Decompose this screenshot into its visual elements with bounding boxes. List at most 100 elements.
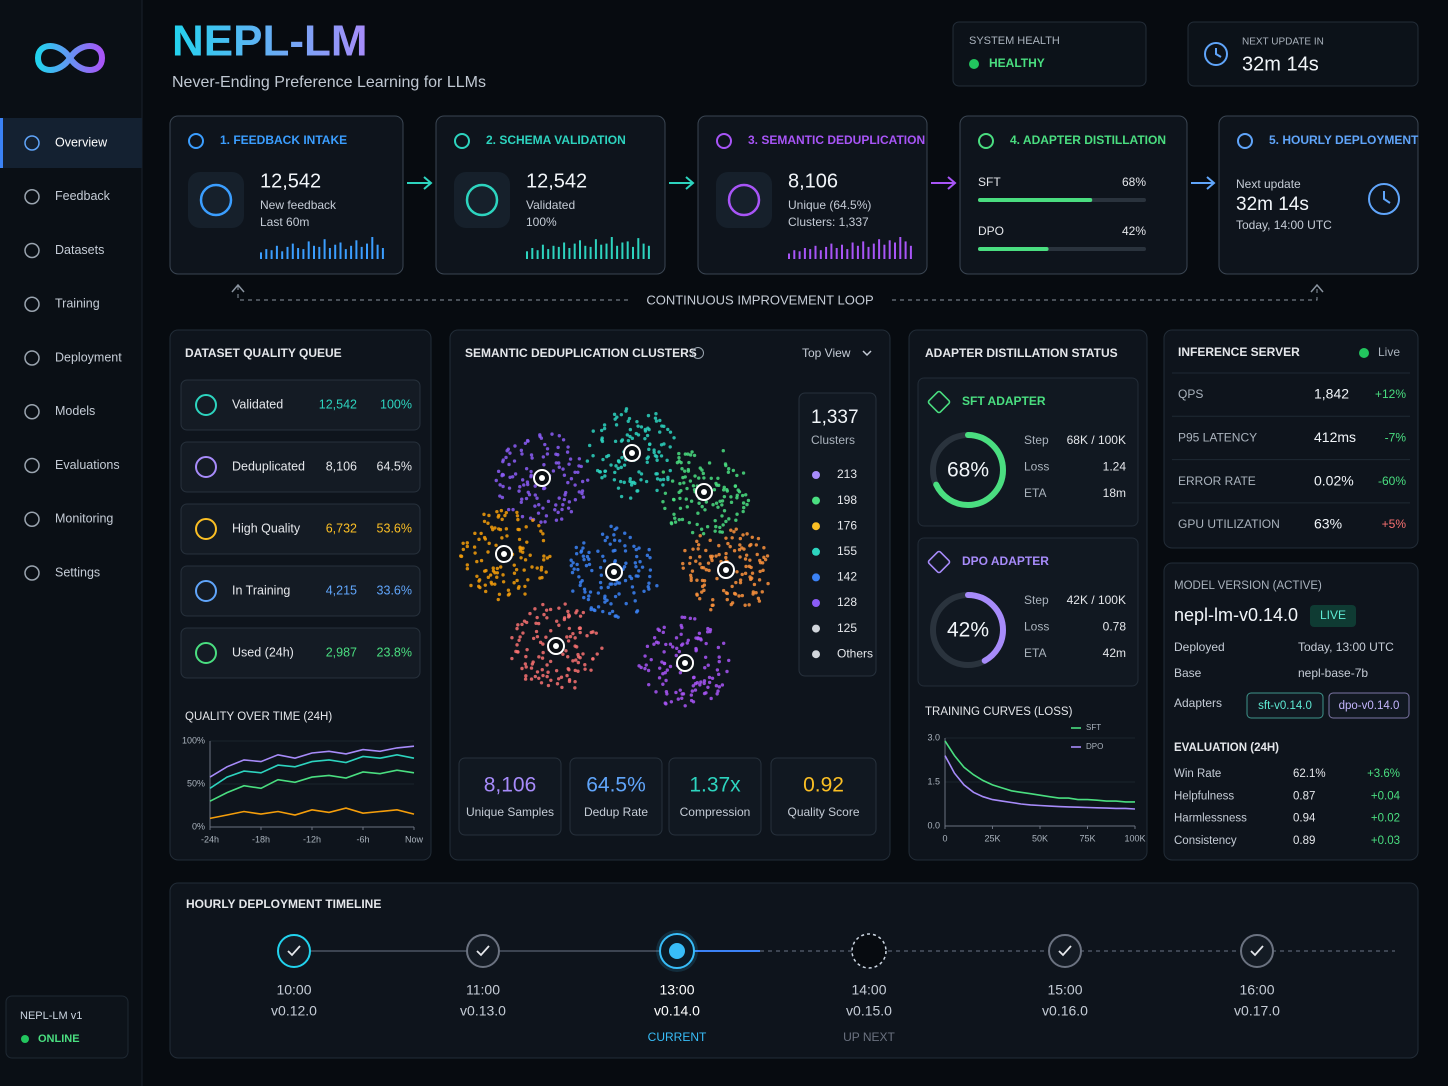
spark-bar — [788, 253, 790, 259]
cluster-dot — [535, 566, 539, 570]
cluster-dot — [539, 436, 544, 440]
label: DPO — [978, 224, 1004, 238]
cluster-dot — [542, 558, 546, 562]
cluster-dot — [665, 692, 669, 696]
cluster-dot — [557, 496, 561, 500]
cluster-dot — [602, 423, 607, 427]
cluster-dot — [766, 581, 770, 586]
step-title: 4. ADAPTER DISTILLATION — [1010, 133, 1166, 147]
spark-bar — [637, 238, 640, 259]
cluster-dot — [582, 541, 586, 545]
spark-bar — [328, 248, 331, 259]
cluster-dot — [566, 480, 570, 485]
label: Loss — [1024, 620, 1049, 634]
stat-card — [770, 757, 877, 836]
spark-bar — [872, 243, 875, 259]
step-value: 12,542 — [260, 170, 321, 192]
cluster-dot — [564, 649, 568, 653]
cluster-dot — [678, 670, 683, 675]
cluster-dot — [523, 558, 528, 562]
nav-active[interactable] — [0, 118, 142, 168]
cluster-center-dot — [539, 475, 545, 481]
cluster-dot — [708, 538, 712, 543]
cluster-center-dot — [701, 489, 707, 495]
cluster-dot — [518, 635, 522, 639]
cluster-dot — [661, 477, 666, 482]
label: HEALTHY — [989, 56, 1045, 70]
cluster-dot — [533, 607, 537, 611]
cluster-dot — [653, 416, 658, 420]
cluster-dot — [519, 500, 523, 504]
cluster-dot — [697, 501, 701, 505]
cluster-dot — [602, 559, 607, 563]
sidebar-footer — [5, 995, 129, 1059]
label: Unique (64.5%) — [788, 198, 871, 212]
spark-bar — [589, 246, 592, 259]
cluster-dot — [680, 467, 684, 471]
cluster-dot — [523, 592, 527, 596]
label: NEPL-LM v1 — [20, 1010, 82, 1022]
spark-bar — [366, 243, 368, 259]
cluster-dot — [543, 442, 547, 447]
cluster-dot — [544, 608, 549, 612]
cluster-dot — [643, 427, 647, 432]
cluster-dot — [699, 527, 704, 531]
cluster-dot — [647, 547, 651, 552]
cluster-dot — [541, 650, 545, 655]
live-dot — [1359, 348, 1369, 358]
spark-bar — [557, 246, 560, 259]
cluster-dot — [487, 513, 491, 518]
label: Deployed — [1174, 640, 1225, 654]
cluster-dot — [730, 584, 734, 589]
spark-bar — [883, 244, 886, 259]
cluster-dot — [642, 589, 646, 593]
cluster-dot — [633, 561, 638, 565]
cluster-dot — [735, 473, 739, 478]
cluster-dot — [715, 668, 720, 672]
nav-icon — [24, 565, 40, 581]
cluster-dot — [544, 570, 548, 574]
cluster-dot — [496, 469, 501, 474]
cluster-dot — [691, 547, 695, 551]
label: SFT ADAPTER — [962, 394, 1046, 408]
pipeline-step — [435, 115, 666, 275]
cluster-dot — [646, 585, 650, 589]
cluster-dot — [741, 501, 746, 505]
y-tick-label: 0% — [192, 821, 205, 831]
cluster-dot — [587, 557, 591, 561]
nav-item: Training — [55, 297, 100, 311]
cluster-dot — [596, 549, 600, 553]
cluster-dot — [580, 491, 584, 496]
y-tick-label: 100% — [182, 735, 205, 745]
cluster-dot — [634, 574, 638, 578]
label: 33.6% — [377, 583, 412, 597]
cluster-dot — [589, 630, 593, 635]
cluster-dot — [636, 424, 640, 428]
timeline-node-core — [669, 943, 685, 959]
cluster-dot — [702, 681, 706, 686]
cluster-dot — [716, 689, 720, 693]
label: dpo-v0.14.0 — [1339, 700, 1400, 712]
cluster-dot — [711, 597, 715, 602]
cluster-dot — [566, 655, 570, 659]
spark-bar — [371, 237, 374, 259]
arrow — [931, 176, 957, 190]
cluster-dot — [661, 483, 665, 487]
line-series — [944, 740, 1135, 803]
label: -60% — [1378, 474, 1406, 488]
cluster-dot — [652, 642, 656, 646]
spark-bar — [344, 249, 347, 259]
stat-card — [458, 757, 562, 836]
label: 68K / 100K — [1067, 433, 1126, 447]
cluster-center-dot — [723, 567, 729, 573]
label: 1.24 — [1103, 460, 1127, 474]
cluster-dot — [681, 561, 685, 566]
label: QPS — [1178, 387, 1203, 401]
spark-bar — [621, 242, 624, 259]
spark-bar — [260, 252, 262, 259]
nav-item: Models — [55, 404, 95, 418]
subtitle: Never-Ending Preference Learning for LLM… — [172, 74, 486, 91]
cluster-dot — [526, 439, 530, 443]
cluster-dot — [600, 436, 604, 440]
spark-bar — [846, 249, 849, 259]
